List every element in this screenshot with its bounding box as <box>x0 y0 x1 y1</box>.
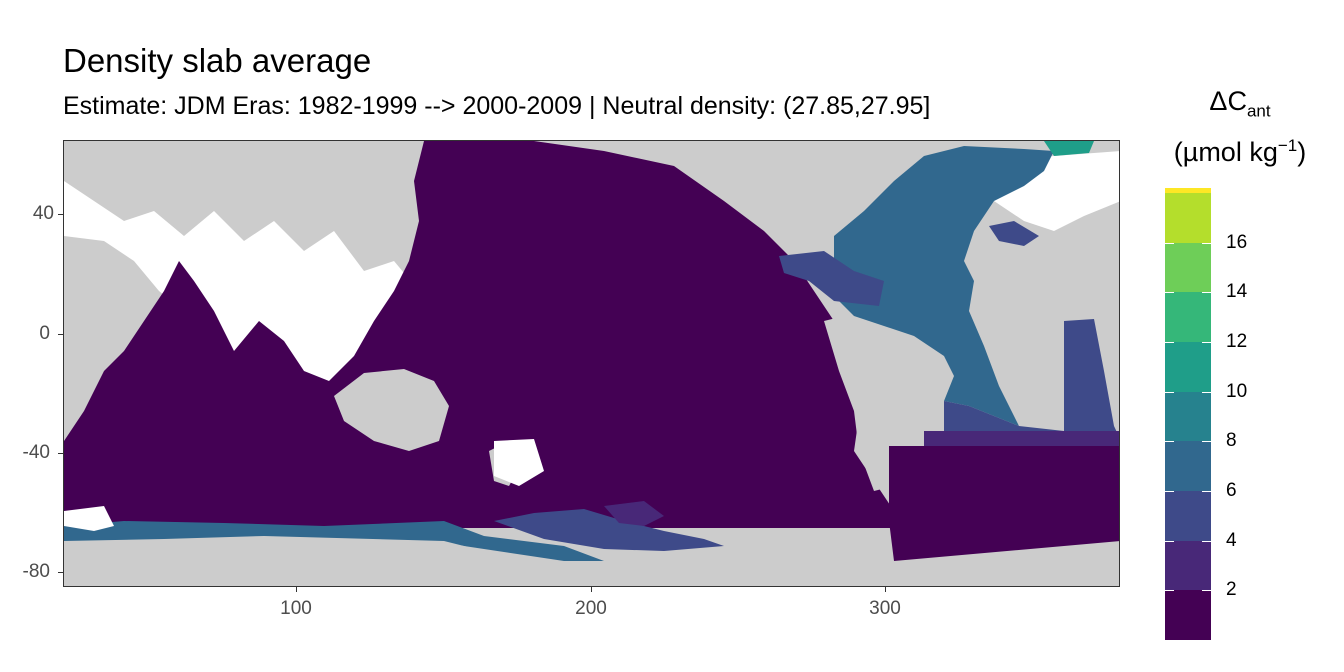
y-tick-label-neg80: -80 <box>22 561 50 582</box>
x-tick-mark <box>591 587 592 592</box>
legend-swatch <box>1165 441 1211 491</box>
land-australia <box>334 369 449 451</box>
map-title: Density slab average <box>63 42 372 79</box>
ocean-caribbean <box>779 251 884 306</box>
legend-break-label: 6 <box>1226 479 1237 501</box>
x-tick-label-200: 200 <box>575 598 607 619</box>
ocean-pacific-indian <box>64 141 894 528</box>
map-canvas <box>64 141 1119 586</box>
legend-unit-prefix: (µmol kg <box>1173 137 1278 167</box>
y-tick-label-40: 40 <box>32 203 54 224</box>
ocean-southern-blue <box>494 509 724 551</box>
legend-tick <box>1202 391 1211 393</box>
legend-break-label: 16 <box>1226 231 1248 253</box>
legend-swatch <box>1165 292 1211 342</box>
map-panel <box>63 140 1120 587</box>
y-tick-mark <box>58 214 63 215</box>
legend-unit: (µmol kg−1) <box>1160 136 1320 168</box>
legend-tick <box>1202 540 1211 542</box>
legend-colorbar <box>1165 188 1211 640</box>
ocean-southern-purple <box>604 501 664 526</box>
land-africa <box>969 271 1074 426</box>
legend-title-sub: ant <box>1246 101 1271 121</box>
legend-unit-sup: −1 <box>1277 136 1298 155</box>
legend-swatch <box>1165 491 1211 541</box>
legend-tick <box>1165 590 1174 592</box>
legend-swatch <box>1165 242 1211 293</box>
x-tick-label-300: 300 <box>869 598 901 619</box>
legend-tick <box>1165 341 1174 343</box>
legend-break-label: 4 <box>1226 529 1237 551</box>
legend-unit-suffix: ) <box>1297 137 1307 167</box>
legend-tick <box>1165 292 1174 294</box>
map-subtitle: Estimate: JDM Eras: 1982-1999 --> 2000-2… <box>63 92 931 120</box>
legend-tick <box>1202 441 1211 443</box>
legend-tick <box>1202 490 1211 492</box>
legend-tick <box>1202 590 1211 592</box>
y-tick-label-neg40: -40 <box>22 442 50 463</box>
legend-swatch <box>1165 540 1211 591</box>
data-gap-southern-2 <box>494 439 544 486</box>
y-tick-mark <box>58 572 63 573</box>
legend-tick <box>1165 391 1174 393</box>
legend-title: ΔCant <box>1160 86 1320 121</box>
y-tick-mark <box>58 453 63 454</box>
legend-break-label: 14 <box>1226 281 1248 303</box>
legend-tick <box>1165 540 1174 542</box>
legend-break-label: 2 <box>1226 579 1237 601</box>
data-gap-southern <box>64 506 114 531</box>
legend-tick <box>1165 490 1174 492</box>
y-tick-mark <box>58 334 63 335</box>
legend-tick <box>1165 242 1174 244</box>
legend-swatch <box>1165 192 1211 243</box>
land-antarctica <box>64 536 916 586</box>
x-tick-label-100: 100 <box>280 598 312 619</box>
ocean-atlantic-southern <box>889 446 1119 561</box>
legend-tick <box>1202 242 1211 244</box>
ocean-atlantic-south <box>944 319 1119 446</box>
legend-tick <box>1202 292 1211 294</box>
x-tick-mark <box>885 587 886 592</box>
x-tick-mark <box>296 587 297 592</box>
ocean-mediterranean <box>989 221 1039 246</box>
legend-tick <box>1202 341 1211 343</box>
ocean-southern-teal <box>64 521 604 561</box>
ocean-atlantic <box>824 146 1054 426</box>
legend-break-label: 10 <box>1226 380 1248 402</box>
legend-swatch <box>1165 342 1211 392</box>
ocean-arctic-green <box>1044 141 1094 156</box>
legend-break-label: 12 <box>1226 330 1248 352</box>
legend-tick <box>1165 441 1174 443</box>
legend-title-main: ΔC <box>1209 86 1247 116</box>
legend-swatch <box>1165 391 1211 442</box>
land-south-america <box>824 311 964 491</box>
legend-swatch <box>1165 188 1211 193</box>
y-tick-label-0: 0 <box>39 323 50 344</box>
legend-break-label: 8 <box>1226 430 1237 452</box>
legend-swatch <box>1165 590 1211 640</box>
data-gap-arctic <box>64 181 419 411</box>
